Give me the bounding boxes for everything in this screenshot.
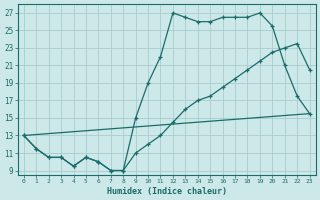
X-axis label: Humidex (Indice chaleur): Humidex (Indice chaleur) [107,187,227,196]
